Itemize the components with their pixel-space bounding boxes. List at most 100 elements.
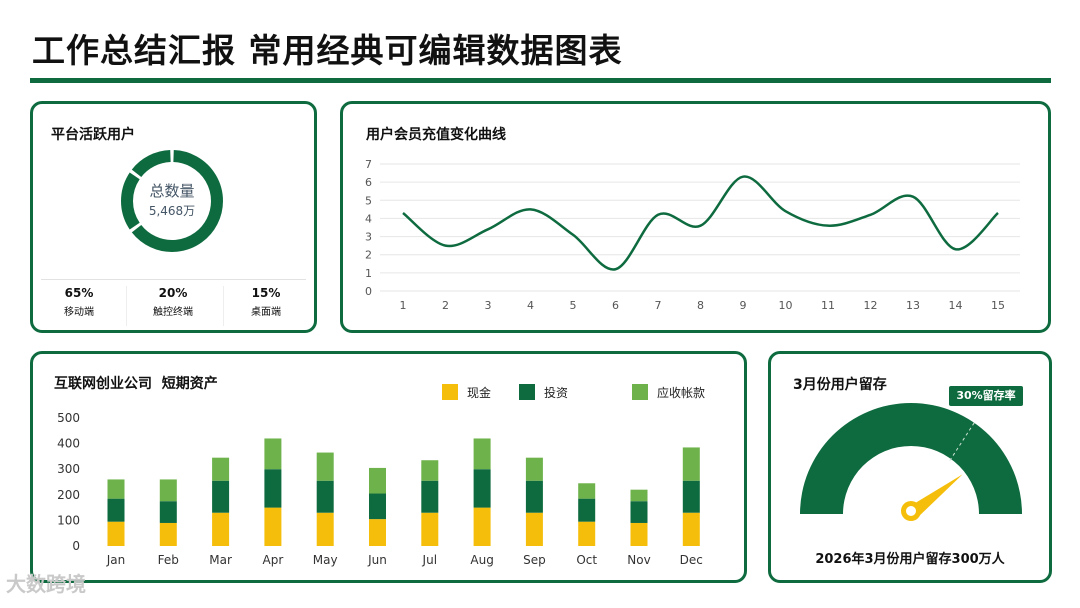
bar-x-tick-label: Dec [680,553,703,567]
bar-y-tick-label: 0 [72,539,80,553]
donut-center-value: 5,468万 [148,204,196,218]
legend-swatch [442,384,458,400]
bar-segment-2 [421,460,439,481]
line-x-tick-label: 9 [740,299,747,312]
legend-label: 现金 [467,385,491,400]
bar-segment-1 [316,480,334,513]
recharge-curve-title: 用户会员充值变化曲线 [366,127,506,143]
bar-segment-0 [473,507,491,546]
bar-segment-0 [107,521,125,546]
stat-mobile-label: 移动端 [64,307,94,318]
bar-segment-0 [525,512,543,546]
line-x-tick-label: 2 [442,299,449,312]
donut-center-label: 总数量 [149,182,195,200]
page-title: 工作总结汇报 常用经典可编辑数据图表 [32,31,623,70]
bar-y-tick-label: 200 [57,488,80,502]
line-y-tick-label: 5 [365,194,372,207]
bar-segment-0 [369,519,386,546]
bar-segment-1 [369,493,386,520]
line-x-tick-label: 4 [527,299,534,312]
line-x-tick-label: 7 [655,299,662,312]
gauge-hub-center [906,506,916,516]
gauge-leader-line [949,419,977,461]
line-y-tick-label: 1 [365,267,372,280]
bar-segment-2 [369,467,386,494]
bar-x-tick-label: Aug [470,553,493,567]
donut-slice-0 [131,150,223,252]
bar-segment-2 [682,447,700,481]
line-y-tick-label: 6 [365,176,372,189]
line-x-tick-label: 3 [485,299,492,312]
donut-slice-2 [131,150,171,178]
bar-segment-0 [421,512,439,546]
bar-segment-2 [107,479,125,499]
bar-x-tick-label: Jan [106,553,126,567]
stats-divider [41,279,306,280]
stats-divider-v2 [223,286,224,326]
bar-x-tick-label: Jul [422,553,437,567]
line-x-tick-label: 11 [821,299,835,312]
line-y-tick-label: 2 [365,249,372,262]
bar-segment-0 [212,512,230,546]
bar-x-tick-label: May [313,553,338,567]
bar-segment-2 [212,457,230,481]
bar-segment-2 [630,489,648,502]
legend-swatch [519,384,535,400]
line-x-tick-label: 5 [570,299,577,312]
short-term-assets-card: 互联网创业公司 短期资产 [30,351,747,583]
bar-segment-1 [630,501,648,523]
active-users-title: 平台活跃用户 [51,127,135,143]
bar-y-tick-label: 500 [57,411,80,425]
bar-x-tick-label: Oct [576,553,597,567]
bar-x-tick-label: Nov [627,553,650,567]
line-x-tick-label: 15 [991,299,1005,312]
line-x-tick-label: 14 [949,299,963,312]
legend-swatch [632,384,648,400]
line-y-tick-label: 7 [365,158,372,171]
bar-segment-2 [264,438,282,470]
retention-badge: 30%留存率 [949,386,1023,406]
bar-segment-2 [316,452,334,481]
donut-slice-1 [121,172,140,230]
bar-segment-1 [107,498,125,522]
bar-segment-0 [264,507,282,546]
bar-segment-2 [525,457,543,481]
bar-x-tick-label: Jun [367,553,387,567]
line-y-tick-label: 3 [365,231,372,244]
bar-segment-0 [682,512,700,546]
retention-caption: 2026年3月份用户留存300万人 [815,552,1005,567]
bar-segment-2 [159,479,177,502]
line-x-tick-label: 10 [779,299,793,312]
bar-segment-0 [159,522,177,546]
bar-segment-1 [264,469,282,508]
stat-mobile-value: 65% [64,286,94,300]
stat-touch-value: 20% [158,286,188,300]
bar-y-tick-label: 400 [57,437,80,451]
line-x-tick-label: 13 [906,299,920,312]
stat-desktop: 15% 桌面端 [226,286,306,318]
bar-x-tick-label: Apr [263,553,284,567]
bar-segment-0 [578,521,596,546]
line-x-tick-label: 12 [864,299,878,312]
bar-segment-1 [212,480,230,513]
title-divider [30,78,1051,83]
bar-segment-0 [630,522,648,546]
legend-label: 投资 [544,385,568,400]
stat-mobile: 65% 移动端 [39,286,119,318]
line-x-tick-label: 1 [400,299,407,312]
bar-segment-1 [473,469,491,508]
retention-title: 3月份用户留存 [793,377,887,393]
stat-desktop-label: 桌面端 [251,307,281,318]
bar-segment-1 [421,480,439,513]
stat-desktop-value: 15% [251,286,281,300]
bar-segment-1 [159,501,177,523]
active-users-card: 平台活跃用户 [30,101,317,333]
bar-y-tick-label: 100 [57,513,80,527]
line-y-tick-label: 4 [365,212,372,225]
gauge-needle [907,474,963,520]
bar-x-tick-label: Feb [158,553,179,567]
